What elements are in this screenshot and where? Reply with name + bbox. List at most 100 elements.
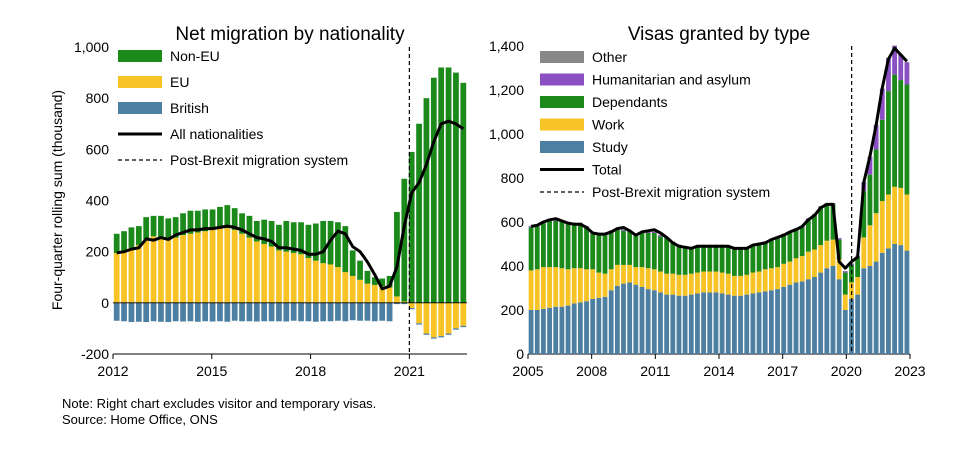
- left-total-line: [116, 119, 465, 291]
- left-bar-british: [261, 302, 268, 322]
- right-legend-humanitarian-and-asylum-swatch: [540, 73, 584, 86]
- left-bar-eu: [172, 237, 179, 303]
- left-bar-eu: [430, 302, 437, 338]
- right-bar-work: [596, 272, 602, 298]
- left-bar-british: [246, 302, 253, 322]
- right-bar-work: [793, 258, 799, 283]
- right-x-tick-label: 2014: [703, 363, 734, 379]
- right-bar-study: [867, 266, 873, 354]
- right-bar-dependants: [824, 204, 830, 241]
- left-bar-eu: [128, 247, 135, 303]
- right-bar-work: [571, 268, 577, 304]
- right-bar-humanitarian-and-asylum: [904, 62, 910, 85]
- right-bar-dependants: [571, 224, 577, 269]
- right-bar-humanitarian-and-asylum: [873, 125, 879, 150]
- right-bar-study: [744, 294, 750, 354]
- right-x-tick-label: 2005: [512, 363, 543, 379]
- left-bar-british: [445, 333, 452, 335]
- left-bar-eu: [298, 254, 304, 303]
- right-bar-dependants: [596, 235, 602, 273]
- right-bar-study: [633, 284, 639, 354]
- right-bar-study: [627, 282, 633, 354]
- left-bar-british: [357, 302, 363, 321]
- chart-note: Note: Right chart excludes visitor and t…: [62, 396, 377, 411]
- right-y-tick-label: 200: [501, 302, 525, 318]
- left-bar-british: [386, 302, 393, 322]
- right-bar-dependants: [904, 84, 910, 195]
- left-bar-british: [121, 302, 127, 322]
- left-bar-eu: [268, 246, 275, 303]
- visas-granted-chart: Visas granted by type 0 200 400 600 800 1,000 1…: [489, 24, 926, 379]
- left-bar-eu: [349, 275, 356, 303]
- right-bar-work: [670, 273, 676, 295]
- right-bar-work: [898, 187, 904, 246]
- right-bar-study: [707, 292, 713, 354]
- left-bar-eu: [150, 236, 157, 303]
- left-bar-british: [209, 302, 216, 322]
- right-bar-work: [867, 225, 873, 266]
- right-bar-work: [818, 245, 824, 273]
- left-bar-non-eu: [305, 224, 312, 259]
- right-bar-dependants: [805, 219, 811, 252]
- left-bar-british: [290, 302, 297, 321]
- right-bar-dependants: [756, 245, 762, 272]
- right-bar-dependants: [645, 233, 651, 269]
- right-bar-study: [695, 293, 700, 354]
- left-bar-non-eu: [246, 215, 253, 238]
- right-bar-study: [861, 268, 867, 354]
- left-bar-british: [312, 302, 319, 322]
- left-bar-eu: [305, 258, 312, 303]
- right-bar-dependants: [547, 220, 552, 268]
- right-bar-work: [842, 294, 848, 310]
- right-bar-dependants: [799, 227, 805, 257]
- right-bar-study: [787, 284, 793, 354]
- right-bar-other: [836, 238, 842, 239]
- left-legend-non-eu-swatch: [118, 50, 162, 62]
- right-bar-dependants: [812, 215, 817, 250]
- right-bar-study: [621, 283, 626, 354]
- right-bar-work: [621, 264, 626, 284]
- right-bar-work: [590, 269, 596, 299]
- right-bar-dependants: [559, 222, 565, 269]
- right-bar-work: [633, 267, 639, 285]
- right-bar-dependants: [713, 246, 719, 272]
- right-bar-humanitarian-and-asylum: [879, 88, 885, 120]
- left-bar-eu: [224, 228, 231, 303]
- right-bar-work: [547, 267, 552, 308]
- right-title: Visas granted by type: [628, 24, 810, 45]
- right-bar-study: [818, 272, 824, 354]
- chart-source: Source: Home Office, ONS: [62, 412, 218, 427]
- right-y-tick-label: 400: [501, 258, 525, 274]
- right-bar-work: [830, 239, 836, 266]
- left-bar-british: [408, 307, 415, 310]
- right-bar-study: [571, 303, 577, 354]
- left-bar-non-eu: [209, 209, 216, 230]
- left-bar-eu: [364, 283, 371, 303]
- right-bar-work: [824, 240, 830, 269]
- right-bar-work: [744, 274, 750, 295]
- left-bar-non-eu: [202, 209, 209, 232]
- right-bar-dependants: [768, 240, 774, 269]
- left-bar-eu: [217, 228, 223, 303]
- left-bar-non-eu: [121, 231, 127, 252]
- left-bar-non-eu: [371, 277, 378, 285]
- right-bar-work: [639, 267, 645, 287]
- left-bar-eu: [165, 238, 172, 303]
- right-bar-study: [608, 290, 614, 354]
- right-bar-study: [577, 302, 583, 354]
- right-bar-study: [732, 295, 737, 354]
- right-bar-study: [879, 252, 885, 354]
- left-legend-eu-label: EU: [170, 74, 189, 90]
- right-bar-humanitarian-and-asylum: [553, 219, 559, 221]
- left-legend-eu-swatch: [118, 76, 162, 88]
- right-bar-study: [547, 307, 552, 354]
- left-bar-non-eu: [194, 210, 201, 233]
- left-bar-british: [217, 302, 223, 322]
- left-bar-eu: [379, 286, 386, 303]
- left-bar-eu: [423, 302, 430, 334]
- right-bar-humanitarian-and-asylum: [528, 226, 534, 228]
- left-bar-non-eu: [453, 72, 459, 303]
- right-bar-dependants: [818, 207, 824, 246]
- right-bar-dependants: [633, 235, 639, 268]
- right-legend-study-swatch: [540, 141, 584, 153]
